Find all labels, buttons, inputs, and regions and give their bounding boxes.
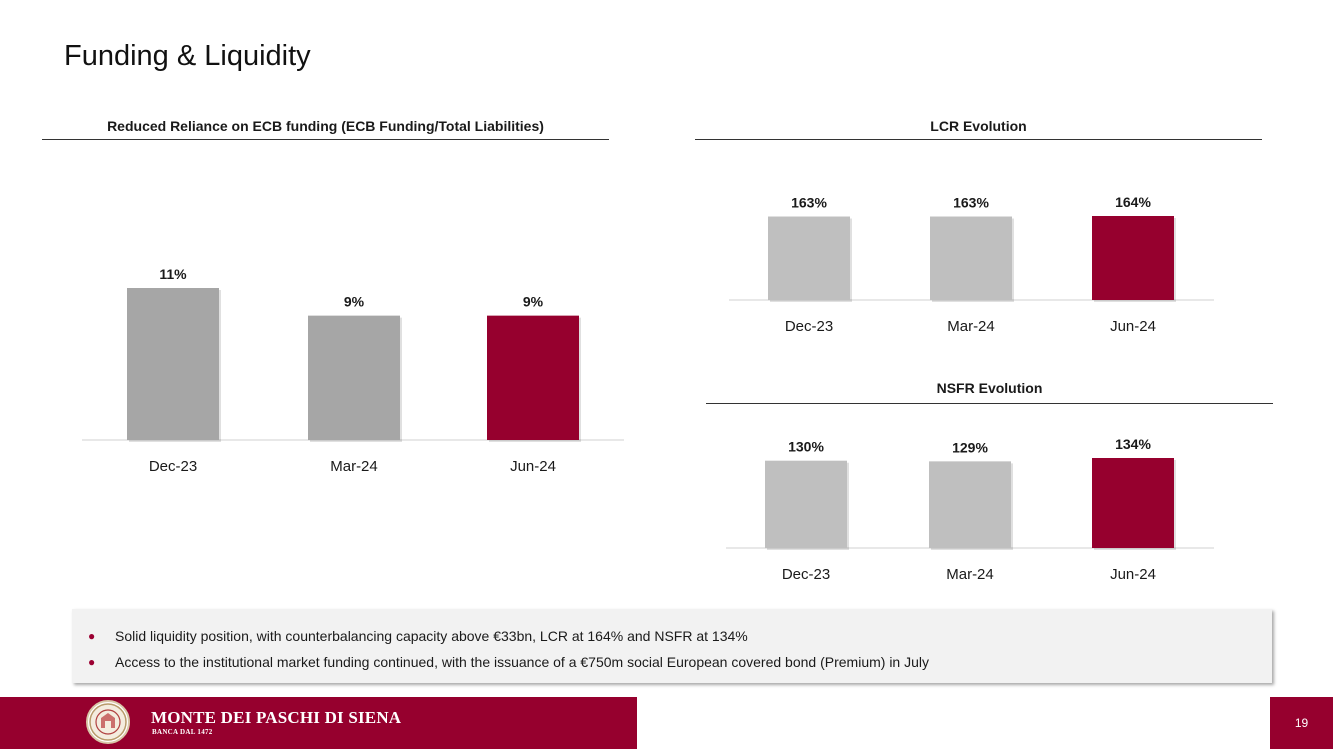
lcr-value-label: 163% (791, 195, 827, 211)
nsfr-bar-dec-23 (765, 460, 847, 548)
ecb-value-label: 9% (523, 294, 544, 310)
ecb-category-label: Mar-24 (330, 458, 378, 475)
lcr-category-label: Jun-24 (1110, 318, 1156, 335)
ecb-title-rule (42, 139, 609, 140)
lcr-value-label: 163% (953, 195, 989, 211)
lcr-bar-dec-23 (768, 216, 850, 300)
nsfr-value-label: 129% (952, 439, 988, 455)
lcr-chart-title: LCR Evolution (930, 118, 1027, 134)
ecb-bar-mar-24 (308, 315, 400, 440)
bullet-icon: ● (88, 629, 96, 643)
ecb-bar-jun-24 (487, 315, 579, 440)
brand-name: MONTE DEI PASCHI DI SIENA (151, 708, 402, 727)
brand-subtitle: BANCA DAL 1472 (152, 728, 213, 736)
lcr-title-rule (695, 139, 1262, 140)
page-number: 19 (1270, 697, 1333, 749)
lcr-chart: 163% Dec-23 163% Mar-24 164% Jun-24 (729, 194, 1214, 335)
nsfr-bar-mar-24 (929, 461, 1011, 548)
ecb-category-label: Jun-24 (510, 458, 556, 475)
ecb-chart: 11% Dec-23 9% Mar-24 9% Jun-24 (82, 266, 624, 475)
note-text: Solid liquidity position, with counterba… (115, 628, 748, 644)
lcr-bar-mar-24 (930, 216, 1012, 300)
ecb-category-label: Dec-23 (149, 458, 197, 475)
nsfr-value-label: 134% (1115, 436, 1151, 452)
lcr-category-label: Mar-24 (947, 318, 995, 335)
ecb-value-label: 11% (159, 266, 187, 282)
nsfr-chart: 130% Dec-23 129% Mar-24 134% Jun-24 (726, 436, 1214, 583)
note-item: ● Access to the institutional market fun… (88, 649, 1272, 675)
page-title: Funding & Liquidity (64, 40, 311, 72)
ecb-value-label: 9% (344, 294, 365, 310)
lcr-bar-jun-24 (1092, 216, 1174, 300)
nsfr-value-label: 130% (788, 439, 824, 455)
nsfr-category-label: Dec-23 (782, 566, 830, 583)
nsfr-category-label: Jun-24 (1110, 566, 1156, 583)
bank-seal-graphic (89, 703, 127, 741)
nsfr-category-label: Mar-24 (946, 566, 994, 583)
nsfr-title-rule (706, 403, 1273, 404)
nsfr-chart-title: NSFR Evolution (936, 380, 1043, 396)
bullet-icon: ● (88, 655, 96, 669)
ecb-chart-title: Reduced Reliance on ECB funding (ECB Fun… (107, 118, 544, 134)
lcr-category-label: Dec-23 (785, 318, 833, 335)
ecb-bar-dec-23 (127, 288, 219, 440)
bank-seal-icon (86, 700, 130, 744)
nsfr-bar-jun-24 (1092, 458, 1174, 548)
notes-box: ● Solid liquidity position, with counter… (72, 609, 1272, 683)
lcr-value-label: 164% (1115, 194, 1151, 210)
note-text: Access to the institutional market fundi… (115, 654, 929, 670)
note-item: ● Solid liquidity position, with counter… (88, 623, 1272, 649)
